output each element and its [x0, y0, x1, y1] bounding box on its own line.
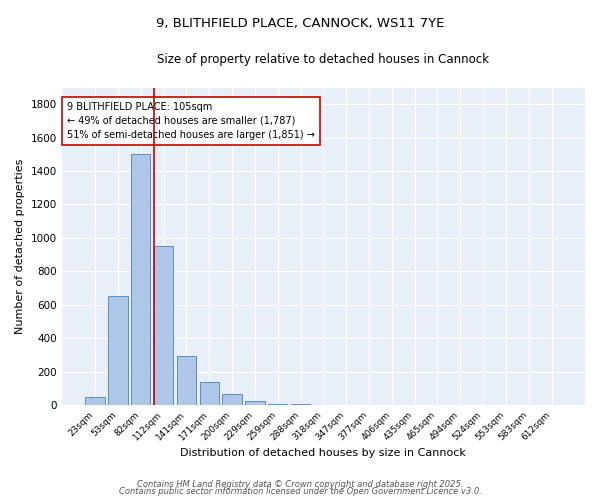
Text: 9 BLITHFIELD PLACE: 105sqm
← 49% of detached houses are smaller (1,787)
51% of s: 9 BLITHFIELD PLACE: 105sqm ← 49% of deta…: [67, 102, 315, 140]
Text: Contains public sector information licensed under the Open Government Licence v3: Contains public sector information licen…: [119, 487, 481, 496]
Bar: [200, 382, 219, 405]
Bar: [177, 356, 196, 405]
Bar: [85, 397, 105, 405]
Y-axis label: Number of detached properties: Number of detached properties: [15, 158, 25, 334]
Text: 9, BLITHFIELD PLACE, CANNOCK, WS11 7YE: 9, BLITHFIELD PLACE, CANNOCK, WS11 7YE: [156, 18, 444, 30]
Bar: [154, 246, 173, 405]
Bar: [291, 404, 310, 405]
Text: Contains HM Land Registry data © Crown copyright and database right 2025.: Contains HM Land Registry data © Crown c…: [137, 480, 463, 489]
Bar: [245, 402, 265, 405]
Bar: [223, 394, 242, 405]
Bar: [268, 404, 287, 405]
Bar: [131, 154, 151, 405]
X-axis label: Distribution of detached houses by size in Cannock: Distribution of detached houses by size …: [181, 448, 466, 458]
Bar: [108, 296, 128, 405]
Title: Size of property relative to detached houses in Cannock: Size of property relative to detached ho…: [157, 52, 490, 66]
